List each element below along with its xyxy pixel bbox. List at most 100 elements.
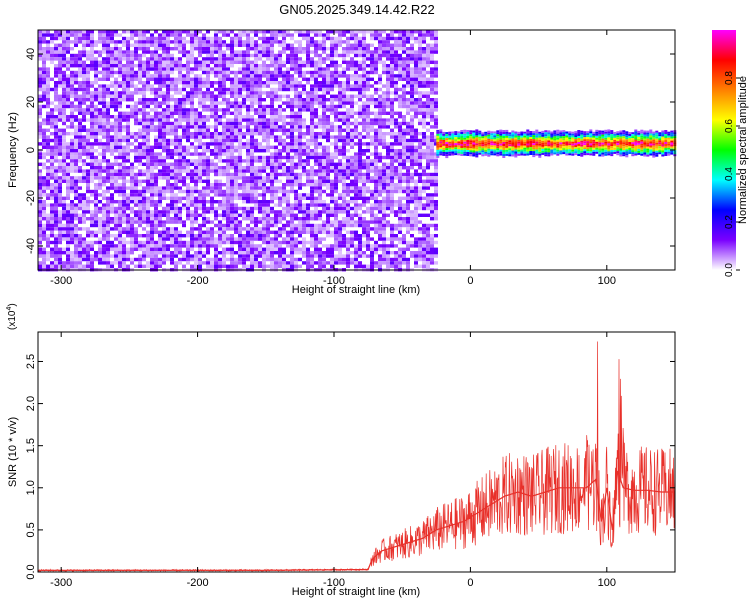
heatmap-cell <box>138 223 142 228</box>
heatmap-cell <box>190 193 194 197</box>
heatmap-cell <box>66 247 70 251</box>
heatmap-cell <box>314 53 318 58</box>
heatmap-cell <box>178 118 182 122</box>
heatmap-cell <box>310 223 314 228</box>
heatmap-cell <box>238 145 242 149</box>
heatmap-cell <box>166 57 170 61</box>
heatmap-cell <box>38 186 42 190</box>
heatmap-cell <box>58 223 62 228</box>
heatmap-cell <box>150 40 154 44</box>
heatmap-cell <box>202 84 206 88</box>
heatmap-cell <box>38 247 42 251</box>
heatmap-cell <box>158 200 162 204</box>
heatmap-cell <box>162 227 166 231</box>
heatmap-cell <box>378 166 382 170</box>
heatmap-cell <box>326 261 330 265</box>
heatmap-cell <box>82 237 86 241</box>
heatmap-cell <box>270 115 274 119</box>
heatmap-cell <box>366 206 370 211</box>
heatmap-cell <box>326 74 330 78</box>
heatmap-cell <box>166 230 170 234</box>
heatmap-cell <box>274 186 278 190</box>
heatmap-cell <box>150 74 154 78</box>
heatmap-cell <box>142 40 146 44</box>
heatmap-cell <box>318 217 322 221</box>
heatmap-cell <box>62 142 66 146</box>
heatmap-cell <box>126 206 130 211</box>
heatmap-cell <box>174 33 178 37</box>
heatmap-cell <box>310 237 314 241</box>
heatmap-cell <box>274 60 278 64</box>
heatmap-cell <box>378 115 382 119</box>
heatmap-cell <box>158 261 162 265</box>
heatmap-cell <box>250 77 254 81</box>
heatmap-cell <box>338 206 342 211</box>
heatmap-cell <box>358 172 362 177</box>
heatmap-cell <box>270 220 274 224</box>
heatmap-cell <box>298 91 302 95</box>
heatmap-cell <box>198 138 202 143</box>
heatmap-cell <box>126 98 130 102</box>
heatmap-cell <box>366 162 370 166</box>
heatmap-cell <box>198 53 202 58</box>
heatmap-cell <box>274 115 278 119</box>
heatmap-cell <box>118 98 122 102</box>
heatmap-cell <box>310 240 314 245</box>
heatmap-cell <box>54 53 58 58</box>
heatmap-cell <box>290 169 294 173</box>
heatmap-cell <box>158 87 162 92</box>
heatmap-cell <box>262 115 266 119</box>
heatmap-cell <box>198 152 202 156</box>
heatmap-cell <box>378 121 382 126</box>
heatmap-cell <box>202 213 206 217</box>
heatmap-cell <box>214 264 218 268</box>
heatmap-cell <box>366 234 370 238</box>
heatmap-cell <box>174 87 178 92</box>
heatmap-cell <box>262 111 266 115</box>
heatmap-cell <box>314 206 318 211</box>
heatmap-cell <box>174 128 178 132</box>
heatmap-cell <box>170 169 174 173</box>
heatmap-cell <box>254 67 258 71</box>
heatmap-cell <box>226 162 230 166</box>
heatmap-cell <box>182 183 186 187</box>
heatmap-cell <box>94 210 98 214</box>
heatmap-cell <box>234 203 238 207</box>
heatmap-cell <box>230 155 234 160</box>
heatmap-cell <box>286 254 290 258</box>
heatmap-cell <box>194 94 198 98</box>
heatmap-cell <box>354 87 358 92</box>
heatmap-cell <box>82 196 86 200</box>
heatmap-cell <box>166 217 170 221</box>
heatmap-cell <box>274 145 278 149</box>
heatmap-cell <box>362 57 366 61</box>
heatmap-cell <box>154 257 158 262</box>
heatmap-cell <box>190 70 194 75</box>
heatmap-cell <box>266 220 270 224</box>
heatmap-cell <box>46 145 50 149</box>
heatmap-cell <box>194 77 198 81</box>
heatmap-cell <box>74 64 78 68</box>
heatmap-cell <box>186 217 190 221</box>
heatmap-cell <box>150 257 154 262</box>
heatmap-cell <box>102 67 106 71</box>
heatmap-cell <box>286 43 290 47</box>
heatmap-cell <box>374 186 378 190</box>
heatmap-cell <box>346 40 350 44</box>
heatmap-cell <box>202 234 206 238</box>
heatmap-cell <box>226 64 230 68</box>
heatmap-cell <box>274 118 278 122</box>
heatmap-cell <box>214 36 218 41</box>
heatmap-cell <box>306 33 310 37</box>
heatmap-cell <box>46 186 50 190</box>
heatmap-cell <box>326 206 330 211</box>
heatmap-cell <box>102 132 106 136</box>
heatmap-cell <box>58 203 62 207</box>
heatmap-cell <box>198 155 202 160</box>
heatmap-cell <box>38 254 42 258</box>
heatmap-cell <box>206 74 210 78</box>
heatmap-cell <box>178 30 182 34</box>
heatmap-cell <box>242 196 246 200</box>
heatmap-cell <box>366 247 370 251</box>
heatmap-cell <box>74 104 78 109</box>
